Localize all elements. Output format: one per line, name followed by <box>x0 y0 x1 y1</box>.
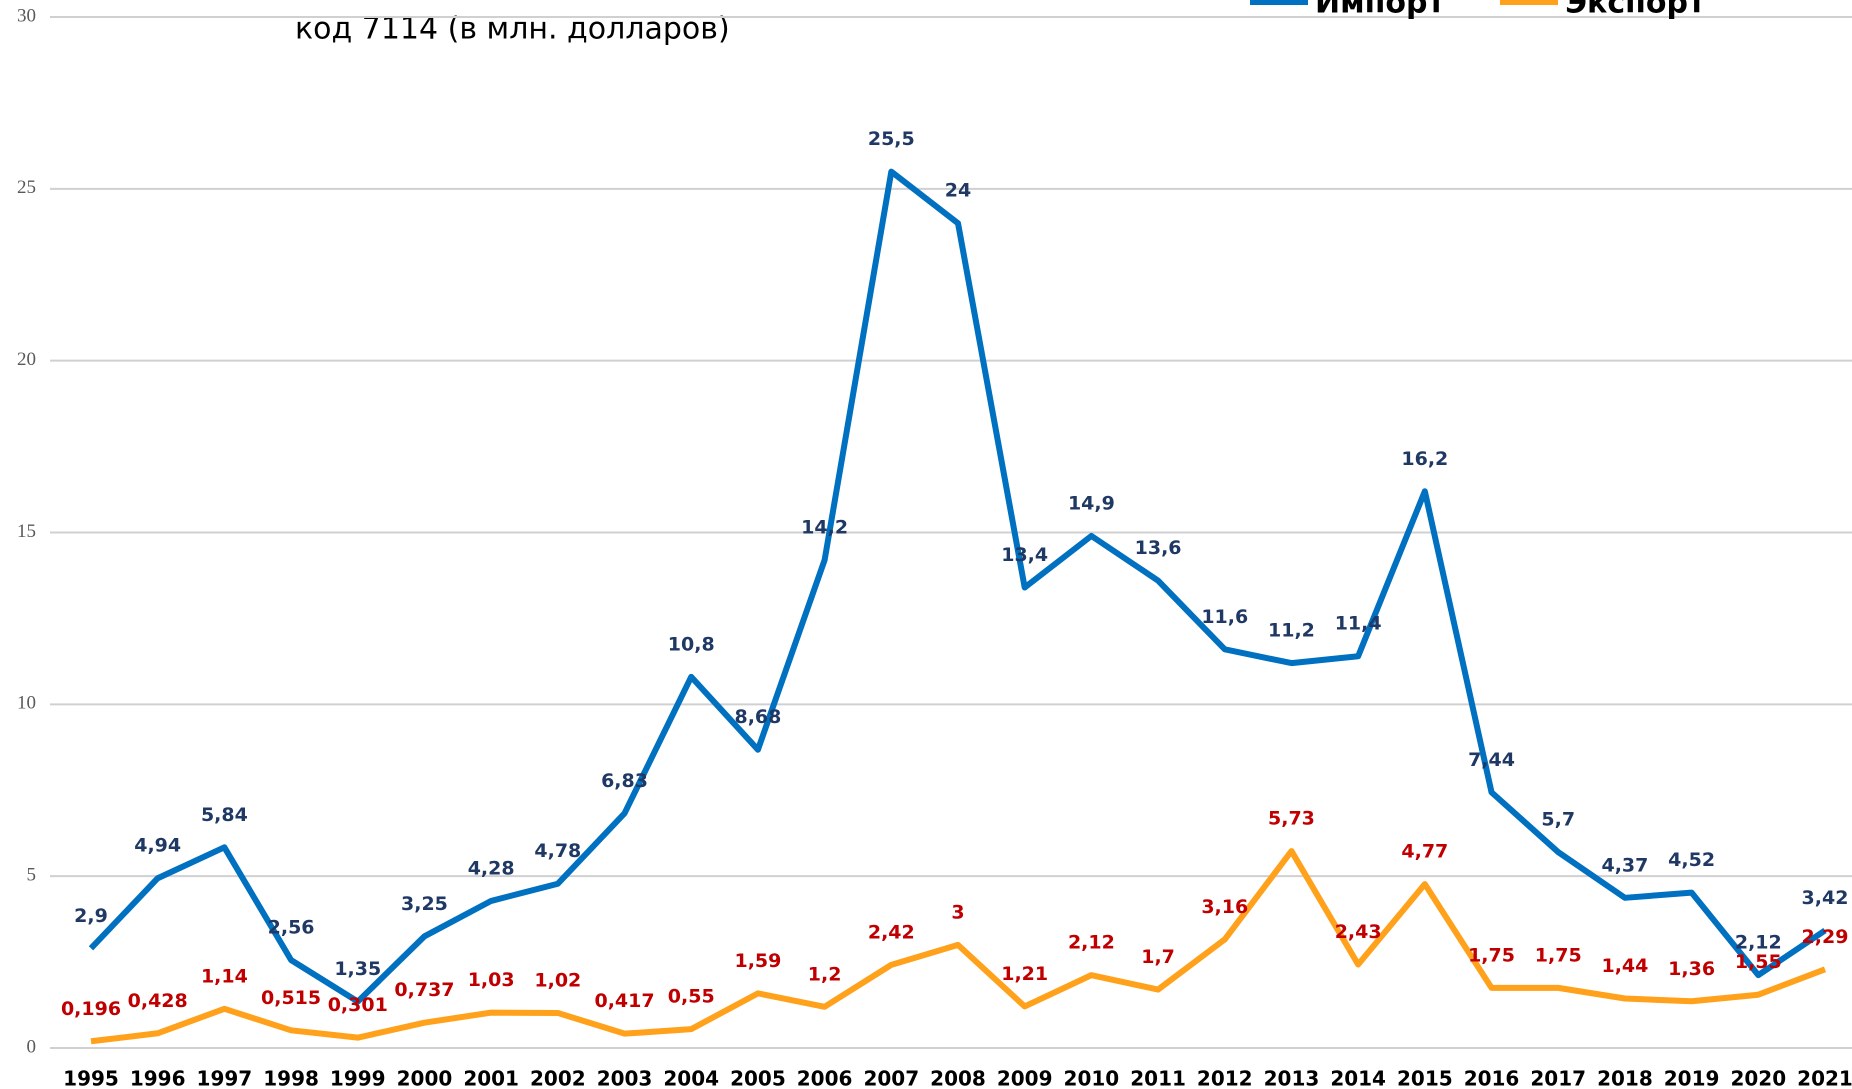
x-tick-label: 2018 <box>1597 1067 1653 1089</box>
data-label: 1,14 <box>201 965 248 987</box>
data-label: 3,25 <box>401 893 448 915</box>
data-label: 24 <box>945 180 971 202</box>
data-label: 1,44 <box>1601 955 1648 977</box>
data-label: 2,9 <box>74 905 108 927</box>
data-label: 7,44 <box>1468 749 1515 771</box>
data-label: 13,4 <box>1001 544 1048 566</box>
chart: код 7114 (в млн. долларов) 0510152025301… <box>0 0 1852 1089</box>
data-label: 11,6 <box>1201 606 1248 628</box>
x-tick-label: 2015 <box>1397 1067 1453 1089</box>
data-label: 2,56 <box>268 917 315 939</box>
data-label: 14,9 <box>1068 492 1115 514</box>
data-label: 0,737 <box>394 979 454 1001</box>
data-label: 1,03 <box>468 969 515 991</box>
data-label: 6,83 <box>601 770 648 792</box>
data-label: 2,29 <box>1802 926 1849 948</box>
data-label: 11,2 <box>1268 620 1315 642</box>
x-tick-label: 2006 <box>797 1067 853 1089</box>
data-label: 11,4 <box>1335 613 1382 635</box>
x-tick-label: 2005 <box>730 1067 786 1089</box>
data-label: 25,5 <box>868 128 915 150</box>
y-tick-label: 30 <box>17 5 36 26</box>
data-label: 10,8 <box>668 633 715 655</box>
data-label: 0,55 <box>668 986 715 1008</box>
data-label: 1,02 <box>534 969 581 991</box>
data-label: 1,55 <box>1735 951 1782 973</box>
data-label: 1,7 <box>1141 946 1175 968</box>
data-label: 1,35 <box>334 958 381 980</box>
data-label: 1,59 <box>734 950 781 972</box>
x-tick-label: 1996 <box>130 1067 186 1089</box>
y-tick-label: 10 <box>17 693 36 714</box>
data-label: 0,428 <box>128 990 188 1012</box>
y-tick-label: 0 <box>27 1036 37 1057</box>
data-label: 1,2 <box>808 963 842 985</box>
page: код 7114 (в млн. долларов) 0510152025301… <box>0 0 1852 1089</box>
x-tick-label: 2012 <box>1197 1067 1253 1089</box>
data-label: 16,2 <box>1401 448 1448 470</box>
data-label: 4,37 <box>1601 854 1648 876</box>
legend-label: Импорт <box>1315 0 1445 21</box>
data-label: 13,6 <box>1135 537 1182 559</box>
data-label: 1,75 <box>1468 944 1515 966</box>
x-tick-label: 2001 <box>463 1067 519 1089</box>
x-tick-label: 2009 <box>997 1067 1053 1089</box>
x-tick-label: 2008 <box>930 1067 986 1089</box>
data-label: 1,36 <box>1668 958 1715 980</box>
x-tick-label: 1999 <box>330 1067 386 1089</box>
y-tick-label: 15 <box>17 521 36 542</box>
legend-label: Экспорт <box>1565 0 1706 21</box>
x-tick-label: 2021 <box>1797 1067 1852 1089</box>
data-label: 5,73 <box>1268 808 1315 830</box>
data-label: 3 <box>951 901 964 923</box>
data-label: 14,2 <box>801 516 848 538</box>
data-label: 4,52 <box>1668 849 1715 871</box>
data-label: 1,75 <box>1535 944 1582 966</box>
x-tick-label: 1997 <box>197 1067 253 1089</box>
x-tick-label: 2007 <box>863 1067 919 1089</box>
data-label: 4,28 <box>468 857 515 879</box>
x-tick-label: 2004 <box>663 1067 719 1089</box>
x-tick-label: 2000 <box>397 1067 453 1089</box>
x-tick-label: 2014 <box>1330 1067 1386 1089</box>
data-label: 3,42 <box>1802 887 1849 909</box>
data-label: 3,16 <box>1201 896 1248 918</box>
data-label: 4,94 <box>134 835 181 857</box>
x-tick-label: 2002 <box>530 1067 586 1089</box>
y-tick-label: 5 <box>27 865 37 886</box>
x-tick-label: 2011 <box>1130 1067 1186 1089</box>
data-label: 4,77 <box>1401 841 1448 863</box>
data-label: 1,21 <box>1001 963 1048 985</box>
x-tick-label: 2017 <box>1530 1067 1586 1089</box>
x-tick-label: 2016 <box>1464 1067 1520 1089</box>
data-label: 5,84 <box>201 804 248 826</box>
data-label: 5,7 <box>1541 809 1575 831</box>
data-label: 0,515 <box>261 987 321 1009</box>
data-label: 0,417 <box>594 990 654 1012</box>
data-label: 0,196 <box>61 998 121 1020</box>
x-tick-label: 1995 <box>63 1067 119 1089</box>
data-label: 2,42 <box>868 921 915 943</box>
data-label: 2,12 <box>1068 932 1115 954</box>
data-label: 0,301 <box>328 994 388 1016</box>
y-tick-label: 25 <box>17 177 36 198</box>
x-tick-label: 2003 <box>597 1067 653 1089</box>
x-tick-label: 2010 <box>1064 1067 1120 1089</box>
data-label: 2,43 <box>1335 921 1382 943</box>
data-label: 4,78 <box>534 840 581 862</box>
x-tick-label: 1998 <box>263 1067 319 1089</box>
x-tick-label: 2019 <box>1664 1067 1720 1089</box>
data-label: 8,68 <box>734 706 781 728</box>
x-tick-label: 2013 <box>1264 1067 1320 1089</box>
y-tick-label: 20 <box>17 349 36 370</box>
x-tick-label: 2020 <box>1730 1067 1786 1089</box>
